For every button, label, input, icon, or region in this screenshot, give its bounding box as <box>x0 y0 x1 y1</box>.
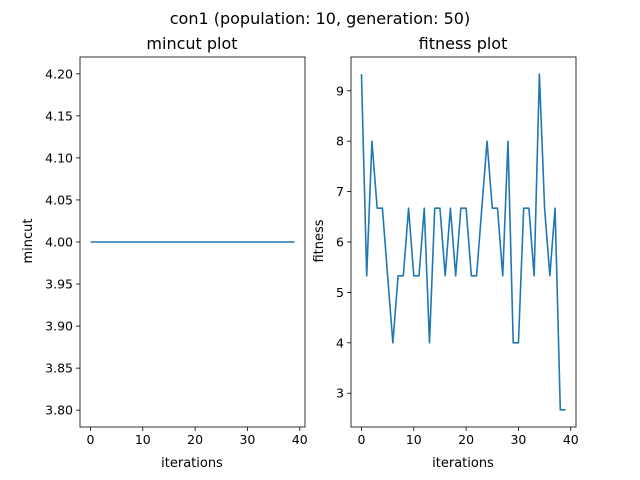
fitness-xlabel: iterations <box>432 456 494 471</box>
fitness-xtick-label: 10 <box>406 432 422 447</box>
mincut-ytick-label: 4.00 <box>45 235 73 250</box>
fitness-ytick-label: 6 <box>336 235 344 250</box>
mincut-ytick-label: 4.15 <box>45 108 73 123</box>
mincut-ylabel: mincut <box>21 219 36 264</box>
mincut-ytick-label: 3.90 <box>45 319 73 334</box>
fitness-ytick-label: 9 <box>336 83 344 98</box>
mincut-ytick-label: 4.05 <box>45 192 73 207</box>
fitness-axes: fitness plot iterations fitness 0 10 20 30 4… <box>312 34 579 471</box>
mincut-ticks: 0 10 20 30 40 3.80 3.85 3.90 3.95 4.00 4.05 4.10 4.1… <box>45 66 308 447</box>
mincut-ytick-label: 3.80 <box>45 403 73 418</box>
fitness-ytick-label: 8 <box>336 134 344 149</box>
fitness-ylabel: fitness <box>312 219 327 262</box>
fitness-plot-frame <box>350 56 577 428</box>
mincut-xtick-label: 30 <box>239 432 255 447</box>
fitness-ytick-label: 4 <box>336 335 344 350</box>
fitness-series-line <box>360 73 566 411</box>
fitness-xtick-label: 30 <box>510 432 526 447</box>
fitness-ytick-label: 5 <box>336 285 344 300</box>
fitness-ytick-label: 3 <box>336 386 344 401</box>
mincut-xlabel: iterations <box>161 456 223 471</box>
mincut-xtick-label: 40 <box>292 432 308 447</box>
mincut-ytick-label: 3.85 <box>45 361 73 376</box>
mincut-plot-frame <box>79 56 306 428</box>
fitness-series <box>360 73 566 411</box>
mincut-ytick-label: 4.10 <box>45 150 73 165</box>
mincut-xtick-label: 10 <box>135 432 151 447</box>
fitness-ytick-label: 7 <box>336 184 344 199</box>
mincut-title: mincut plot <box>146 34 237 53</box>
figure-suptitle: con1 (population: 10, generation: 50) <box>170 9 470 28</box>
mincut-axes: mincut plot iterations mincut 0 10 20 30 40 3… <box>21 34 308 471</box>
mincut-xtick-label: 0 <box>86 432 94 447</box>
mincut-xtick-label: 20 <box>187 432 203 447</box>
mincut-ytick-label: 3.95 <box>45 277 73 292</box>
fitness-xtick-label: 0 <box>357 432 365 447</box>
fitness-ticks: 0 10 20 30 40 3 4 5 6 7 8 9 <box>336 83 579 447</box>
fitness-title: fitness plot <box>419 34 508 53</box>
fitness-xtick-label: 40 <box>563 432 579 447</box>
fitness-xtick-label: 20 <box>458 432 474 447</box>
mincut-ytick-label: 4.20 <box>45 66 73 81</box>
